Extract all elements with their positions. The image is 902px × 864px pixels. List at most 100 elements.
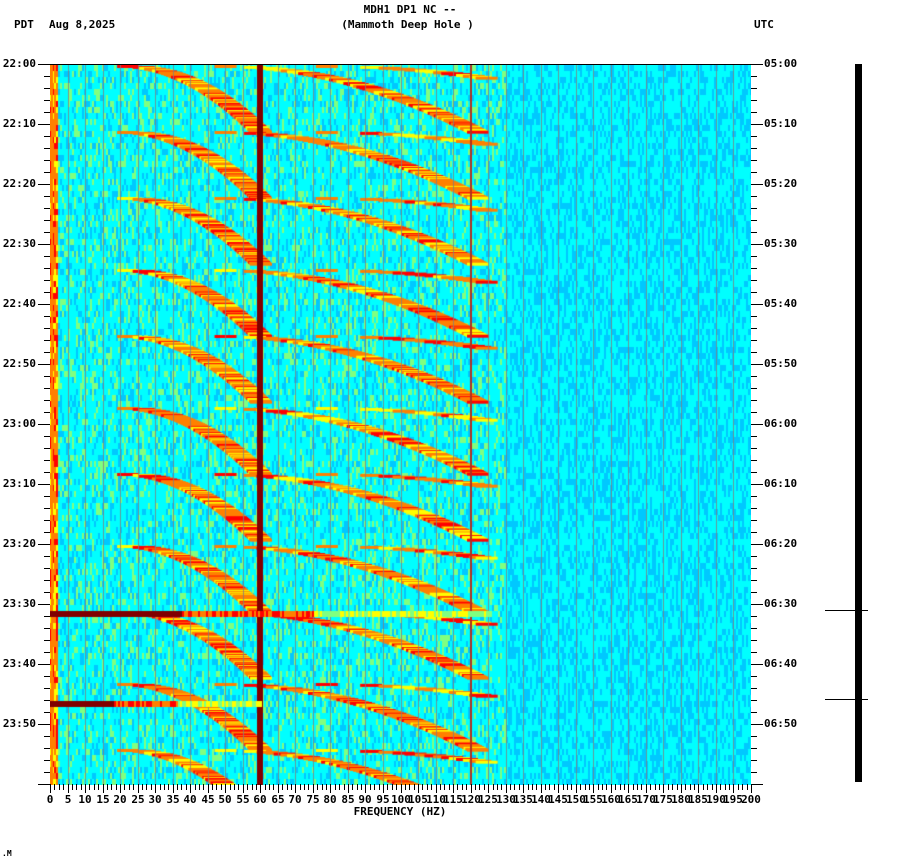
x-tick: [357, 784, 358, 790]
y-tick-right: [751, 76, 757, 77]
x-tick: [720, 784, 721, 790]
x-tick-label: 160: [601, 793, 621, 806]
x-tick: [519, 784, 520, 790]
x-tick: [352, 784, 353, 790]
y-tick-right: [751, 184, 763, 185]
x-tick: [195, 784, 196, 790]
y-tick-left: [44, 640, 50, 641]
x-tick-label: 55: [236, 793, 250, 806]
x-tick-label: 165: [618, 793, 638, 806]
y-tick-right: [751, 352, 757, 353]
y-tick-left: [44, 460, 50, 461]
y-tick-label-right: 05:30: [764, 237, 798, 250]
x-tick: [199, 784, 200, 790]
x-tick-label: 120: [461, 793, 481, 806]
x-tick: [94, 784, 95, 790]
y-tick-right: [751, 244, 763, 245]
x-tick-label: 185: [688, 793, 708, 806]
y-tick-left: [38, 64, 50, 65]
y-tick-right: [751, 460, 757, 461]
y-tick-left: [38, 424, 50, 425]
y-tick-right: [751, 616, 757, 617]
y-tick-left: [44, 592, 50, 593]
y-tick-right: [751, 280, 757, 281]
x-tick: [716, 784, 717, 793]
y-tick-left: [44, 112, 50, 113]
x-tick: [528, 784, 529, 790]
y-tick-right: [751, 100, 757, 101]
x-tick: [138, 784, 139, 793]
y-tick-label-left: 22:50: [2, 357, 36, 370]
x-tick: [186, 784, 187, 790]
y-tick-label-right: 05:20: [764, 177, 798, 190]
x-tick: [383, 784, 384, 793]
y-tick-label-left: 23:50: [2, 717, 36, 730]
y-tick-right: [751, 532, 757, 533]
y-tick-right: [751, 568, 757, 569]
y-tick-right: [751, 544, 763, 545]
y-tick-right: [751, 688, 757, 689]
x-tick: [602, 784, 603, 790]
y-tick-left: [44, 532, 50, 533]
y-tick-label-left: 22:20: [2, 177, 36, 190]
x-tick-label: 150: [566, 793, 586, 806]
x-tick: [611, 784, 612, 793]
y-tick-left: [44, 700, 50, 701]
y-tick-label-right: 05:50: [764, 357, 798, 370]
x-tick: [216, 784, 217, 790]
x-tick-label: 195: [723, 793, 743, 806]
x-tick: [457, 784, 458, 790]
x-tick: [361, 784, 362, 790]
y-tick-left: [44, 472, 50, 473]
x-tick-label: 190: [706, 793, 726, 806]
x-tick: [365, 784, 366, 793]
x-tick: [427, 784, 428, 790]
x-tick: [409, 784, 410, 790]
x-tick: [418, 784, 419, 793]
x-tick: [287, 784, 288, 790]
x-tick: [659, 784, 660, 790]
x-tick: [295, 784, 296, 793]
x-tick-label: 90: [358, 793, 372, 806]
x-tick: [742, 784, 743, 790]
x-tick: [124, 784, 125, 790]
y-tick-label-right: 06:50: [764, 717, 798, 730]
y-tick-label-left: 22:30: [2, 237, 36, 250]
x-tick: [273, 784, 274, 790]
x-tick: [379, 784, 380, 790]
y-tick-left: [44, 76, 50, 77]
x-tick-label: 145: [548, 793, 568, 806]
y-tick-right: [751, 520, 757, 521]
x-tick: [707, 784, 708, 790]
x-tick: [637, 784, 638, 790]
x-tick: [646, 784, 647, 793]
y-tick-left: [44, 568, 50, 569]
x-tick: [339, 784, 340, 790]
y-tick-left: [44, 256, 50, 257]
x-tick: [733, 784, 734, 793]
x-tick-label: 135: [513, 793, 533, 806]
x-tick-label: 170: [636, 793, 656, 806]
x-tick: [698, 784, 699, 793]
y-tick-left: [44, 736, 50, 737]
y-tick-right: [751, 268, 757, 269]
x-tick: [536, 784, 537, 790]
y-tick-left: [44, 580, 50, 581]
x-tick-label: 45: [201, 793, 215, 806]
x-tick: [111, 784, 112, 790]
y-tick-left: [44, 496, 50, 497]
x-tick: [63, 784, 64, 790]
y-tick-label-left: 23:40: [2, 657, 36, 670]
x-tick: [545, 784, 546, 790]
x-tick: [738, 784, 739, 790]
x-tick: [282, 784, 283, 790]
x-tick: [265, 784, 266, 790]
x-tick-label: 60: [253, 793, 267, 806]
x-tick: [160, 784, 161, 790]
y-tick-left: [44, 220, 50, 221]
y-tick-left: [38, 724, 50, 725]
x-tick-label: 95: [376, 793, 390, 806]
y-tick-left: [44, 508, 50, 509]
y-tick-left: [44, 100, 50, 101]
x-tick: [598, 784, 599, 790]
